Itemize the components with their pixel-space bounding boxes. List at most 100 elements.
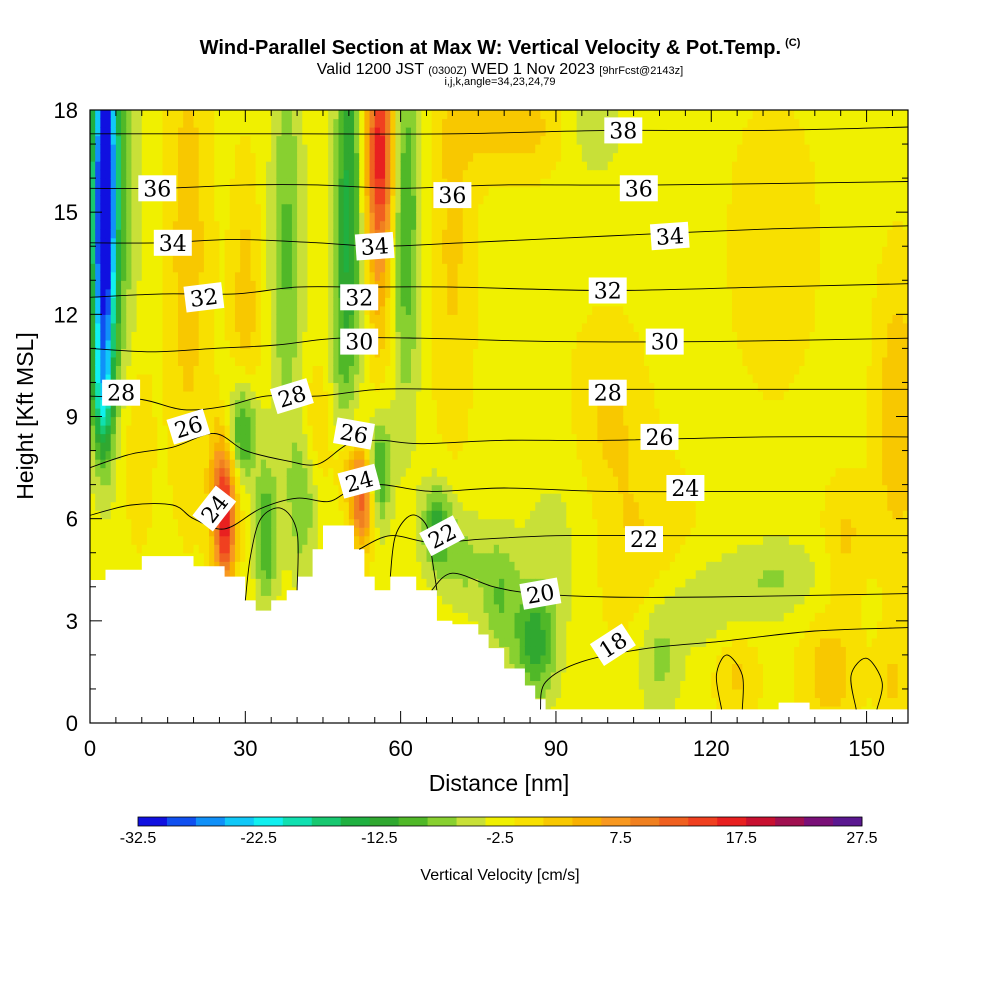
heatmap-cell: [224, 373, 231, 384]
heatmap-cell: [400, 348, 407, 358]
heatmap-cell: [317, 501, 324, 511]
heatmap-cell: [152, 459, 158, 469]
heatmap-cell: [390, 288, 397, 298]
heatmap-cell: [90, 271, 96, 281]
heatmap-cell: [95, 510, 101, 520]
heatmap-cell: [115, 365, 122, 375]
heatmap-cell: [421, 263, 428, 273]
heatmap-cell: [421, 331, 428, 341]
heatmap-cell: [250, 331, 257, 341]
heatmap-cell: [322, 442, 329, 452]
heatmap-cell: [271, 595, 277, 605]
heatmap-cell: [297, 510, 303, 520]
heatmap-cell: [328, 254, 334, 264]
heatmap-cell: [193, 144, 200, 154]
heatmap-cell: [307, 152, 314, 162]
heatmap-cell: [157, 135, 164, 145]
heatmap-cell: [100, 280, 107, 290]
heatmap-cell: [193, 271, 200, 281]
heatmap-cell: [224, 467, 231, 477]
heatmap-cell: [333, 399, 340, 409]
heatmap-cell: [364, 195, 371, 205]
heatmap-cell: [328, 246, 334, 256]
heatmap-cell: [291, 195, 298, 205]
heatmap-cell: [374, 535, 381, 545]
heatmap-cell: [178, 263, 184, 273]
heatmap-cell: [157, 331, 164, 341]
heatmap-cell: [307, 561, 314, 571]
heatmap-cell: [245, 510, 252, 520]
heatmap-cell: [395, 339, 402, 349]
heatmap-cell: [141, 144, 148, 154]
heatmap-cell: [121, 484, 127, 494]
heatmap-cell: [442, 220, 448, 230]
heatmap-cell: [307, 544, 314, 554]
heatmap-cell: [436, 612, 443, 622]
heatmap-cell: [250, 305, 257, 315]
heatmap-cell: [178, 348, 184, 358]
heatmap-cell: [209, 271, 215, 281]
heatmap-cell: [348, 442, 355, 452]
heatmap-cell: [229, 144, 236, 154]
heatmap-cell: [266, 501, 272, 511]
heatmap-cell: [234, 280, 241, 290]
heatmap-cell: [322, 407, 329, 418]
heatmap-cell: [369, 271, 376, 281]
heatmap-cell: [286, 212, 293, 222]
heatmap-cell: [188, 450, 195, 460]
heatmap-cell: [312, 390, 319, 401]
heatmap-cell: [416, 203, 422, 213]
heatmap-cell: [245, 373, 252, 384]
heatmap-cell: [203, 220, 210, 230]
heatmap-cell: [374, 110, 381, 120]
heatmap-cell: [395, 161, 402, 171]
heatmap-cell: [152, 220, 158, 230]
heatmap-cell: [90, 433, 96, 443]
heatmap-cell: [167, 288, 174, 298]
heatmap-cell: [302, 407, 309, 418]
heatmap-cell: [146, 169, 153, 179]
heatmap-cell: [354, 527, 360, 537]
heatmap-cell: [229, 425, 236, 435]
heatmap-cell: [276, 110, 283, 120]
heatmap-cell: [436, 348, 443, 358]
heatmap-cell: [172, 510, 179, 520]
heatmap-cell: [322, 348, 329, 358]
heatmap-cell: [266, 118, 272, 128]
heatmap-cell: [115, 186, 122, 196]
heatmap-cell: [157, 297, 164, 307]
heatmap-cell: [317, 314, 324, 324]
heatmap-cell: [421, 501, 428, 511]
heatmap-cell: [250, 390, 257, 401]
heatmap-cell: [317, 450, 324, 460]
heatmap-cell: [214, 178, 221, 188]
heatmap-cell: [307, 212, 314, 222]
heatmap-cell: [219, 467, 226, 477]
heatmap-cell: [250, 271, 257, 281]
heatmap-cell: [240, 144, 246, 154]
heatmap-cell: [379, 288, 386, 298]
heatmap-cell: [136, 254, 143, 264]
heatmap-cell: [121, 373, 127, 384]
heatmap-cell: [131, 271, 138, 281]
heatmap-cell: [431, 578, 438, 588]
heatmap-cell: [416, 237, 422, 247]
heatmap-cell: [209, 322, 215, 332]
heatmap-cell: [209, 152, 215, 162]
heatmap-cell: [281, 161, 288, 171]
heatmap-cell: [172, 280, 179, 290]
heatmap-cell: [219, 322, 226, 332]
heatmap-cell: [286, 288, 293, 298]
heatmap-cell: [307, 450, 314, 460]
heatmap-cell: [359, 161, 365, 171]
heatmap-cell: [172, 110, 179, 120]
heatmap-cell: [354, 510, 360, 520]
heatmap-cell: [136, 339, 143, 349]
heatmap-cell: [188, 135, 195, 145]
heatmap-cell: [141, 348, 148, 358]
heatmap-cell: [302, 552, 309, 562]
heatmap-cell: [121, 544, 127, 554]
heatmap-cell: [271, 433, 277, 443]
heatmap-cell: [183, 186, 189, 196]
heatmap-cell: [131, 263, 138, 273]
